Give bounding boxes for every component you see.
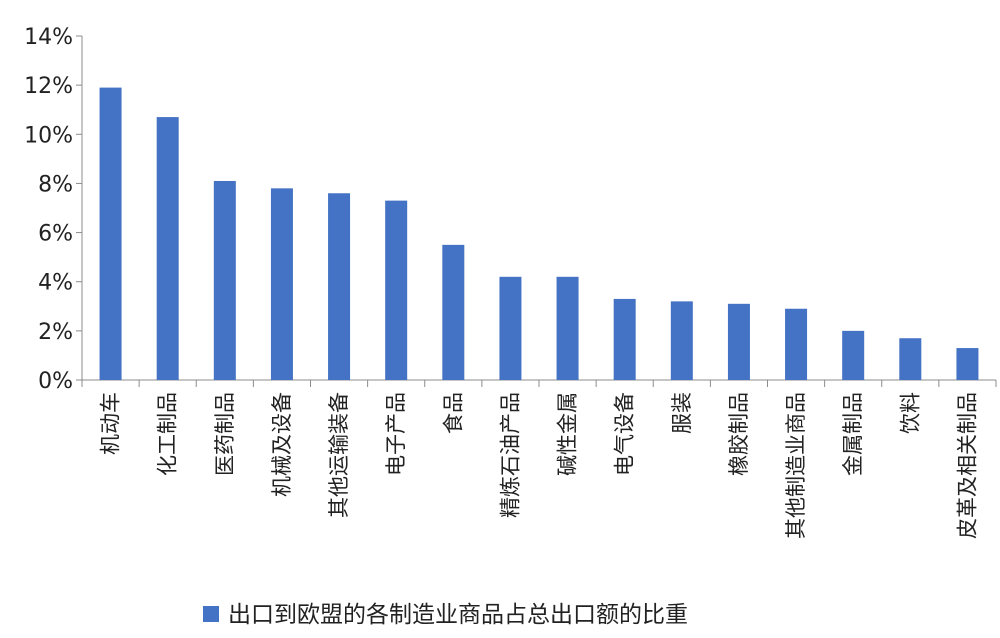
bar [328,193,351,380]
y-tick-label: 10% [24,123,73,148]
category-labels: 机动车 化工制品 医药制品 机械及设备 其他运输装备 电子产品 食品 精炼石油产品 碱性金属 电气… [99,392,980,539]
bar [670,301,693,380]
bar [385,200,408,380]
y-tick-label: 14% [24,25,73,50]
bar [442,244,465,380]
bar [499,276,522,380]
x-category-label: 其他运输装备 [327,392,351,518]
x-axis [81,379,997,387]
bar [156,117,179,380]
bar [613,298,636,380]
legend-label: 出口到欧盟的各制造业商品占总出口额的比重 [228,602,688,628]
x-category-label: 其他制造业商品 [784,392,808,539]
bar [99,87,122,380]
x-category-label: 机动车 [99,392,123,455]
y-tick-label: 8% [38,172,73,197]
x-category-label: 医药制品 [213,392,237,476]
x-category-label: 饮料 [898,392,922,434]
x-category-label: 金属制品 [841,392,865,476]
x-category-label: 机械及设备 [270,392,294,497]
y-tick-label: 12% [24,74,73,99]
x-category-label: 食品 [441,392,465,434]
x-category-label: 皮革及相关制品 [955,392,979,539]
bars [99,87,979,380]
bar [727,303,750,380]
x-category-label: 电气设备 [613,392,637,476]
bar [899,338,922,380]
x-category-label: 服装 [670,392,694,434]
y-tick-label: 2% [38,320,73,345]
legend-swatch [203,606,219,622]
y-tick-label: 4% [38,271,73,296]
bar [213,180,236,380]
bar [956,348,979,380]
x-category-label: 化工制品 [156,392,180,476]
bar [785,308,808,380]
x-category-label: 橡胶制品 [727,392,751,476]
x-category-label: 碱性金属 [556,392,580,476]
y-tick-label: 6% [38,222,73,247]
bar [556,276,579,380]
x-category-label: 电子产品 [384,392,408,476]
bar [842,330,865,380]
y-axis: 0% 2% 4% 6% 8% 10% 12% 14% [24,25,83,394]
x-category-label: 精炼石油产品 [498,392,522,518]
bar [270,188,293,380]
legend: 出口到欧盟的各制造业商品占总出口额的比重 [203,602,688,628]
y-tick-label: 0% [38,369,73,394]
